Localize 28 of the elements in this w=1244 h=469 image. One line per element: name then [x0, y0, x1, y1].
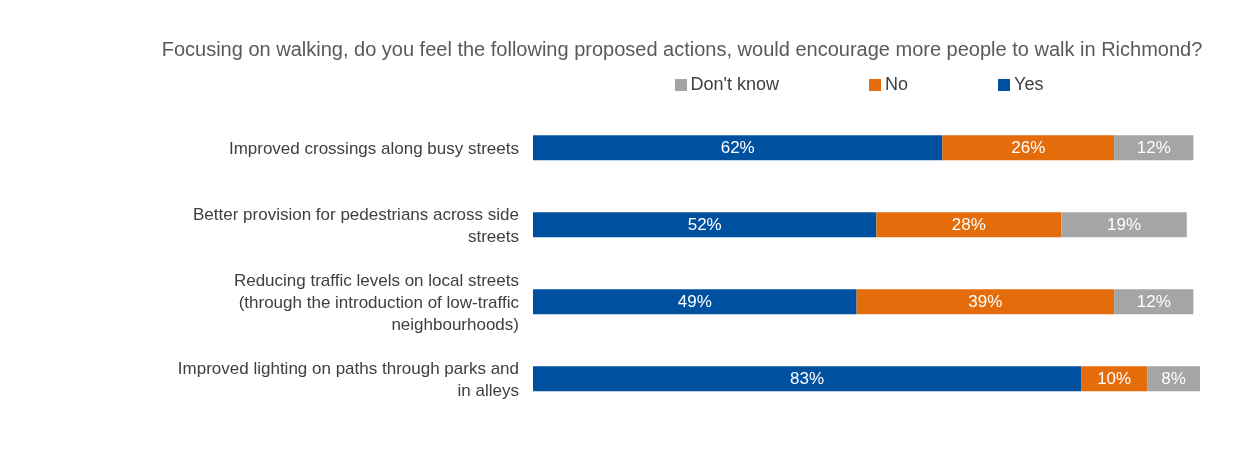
legend-label: Yes [1014, 74, 1044, 94]
bar [1061, 212, 1187, 238]
data-label: 26% [1011, 138, 1046, 158]
bar [942, 135, 1115, 161]
bar [533, 212, 877, 238]
data-label: 39% [968, 292, 1003, 312]
bar [533, 289, 857, 315]
data-label: 12% [1136, 138, 1171, 158]
data-label: 10% [1097, 369, 1132, 389]
data-label: 52% [687, 215, 722, 235]
legend-label: No [885, 74, 909, 94]
y-tick-label: Improved crossings along busy streets [228, 138, 519, 157]
y-tick-label: Improved lighting on paths through parks and in alleys [177, 358, 519, 399]
y-tick-label: Reducing traffic levels on local streets (through the introduction of low-traffic neighbourhoods) [233, 270, 520, 333]
bar [876, 212, 1062, 238]
data-label: 49% [677, 292, 712, 312]
y-tick-label: Better provision for pedestrians across side streets [193, 204, 519, 245]
bar [533, 135, 943, 161]
data-label: 83% [790, 369, 825, 389]
chart-title: Focusing on walking, do you feel the following proposed actions, would encourage more people to walk in Richmond? [160, 37, 1204, 62]
data-label: 28% [951, 215, 986, 235]
data-label: 19% [1107, 215, 1142, 235]
data-label: 62% [720, 138, 755, 158]
data-label: 12% [1136, 292, 1171, 312]
data-label: 8% [1161, 369, 1186, 389]
legend-label: Don't know [690, 74, 780, 94]
bar [533, 366, 1082, 392]
bar [856, 289, 1115, 315]
